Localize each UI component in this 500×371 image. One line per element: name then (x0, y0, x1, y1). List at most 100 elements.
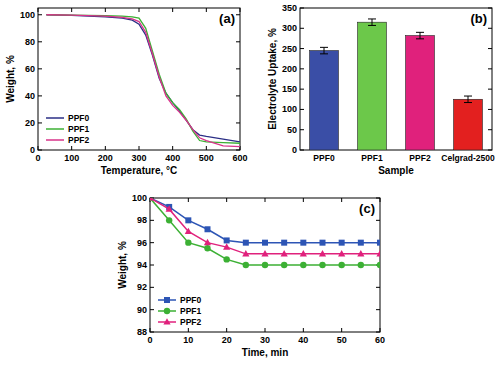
legend: PPF0PPF1PPF2 (46, 113, 90, 145)
y-tick (236, 41, 240, 42)
x-tick (172, 8, 173, 12)
x-tick (71, 8, 72, 12)
x-tick (303, 198, 304, 202)
marker (150, 198, 154, 201)
legend-marker (164, 297, 170, 303)
y-tick-label: 98 (137, 215, 147, 225)
plot-data (310, 19, 483, 150)
error-bar-cap (416, 38, 424, 39)
y-tick-label: 100 (20, 10, 35, 20)
x-tick-label: 400 (165, 153, 180, 163)
marker (358, 240, 364, 246)
marker (319, 262, 325, 268)
x-tick (265, 328, 266, 332)
x-tick (341, 328, 342, 332)
y-tick-label: 94 (137, 260, 147, 270)
y-tick-label: 0 (30, 145, 35, 155)
y-tick (376, 287, 380, 288)
y-tick (488, 109, 492, 110)
bar (406, 36, 435, 150)
x-tick-label: 500 (199, 153, 214, 163)
error-bar-cap (464, 102, 472, 103)
y-tick (150, 287, 154, 288)
marker (281, 240, 287, 246)
x-tick (71, 146, 72, 150)
marker (243, 240, 249, 246)
y-tick (236, 68, 240, 69)
marker (319, 250, 326, 256)
y-tick (300, 109, 304, 110)
x-axis-label: Sample (378, 165, 414, 176)
y-tick-label: 40 (25, 91, 35, 101)
marker (243, 262, 249, 268)
y-tick (300, 150, 304, 151)
marker (300, 250, 307, 256)
x-tick-label: 100 (64, 153, 79, 163)
y-tick-label: 50 (287, 125, 297, 135)
x-tick (226, 328, 227, 332)
y-tick (236, 95, 240, 96)
y-tick (488, 8, 492, 9)
bar (310, 51, 339, 150)
y-tick (488, 150, 492, 151)
x-axis-label: Time, min (242, 347, 289, 358)
y-tick (488, 28, 492, 29)
error-bar (368, 19, 376, 25)
x-tick-label: 30 (260, 335, 270, 345)
y-tick (300, 8, 304, 9)
y-tick-label: 96 (137, 238, 147, 248)
y-tick (488, 129, 492, 130)
plot-data (46, 15, 240, 147)
x-tick (172, 146, 173, 150)
x-tick-label: 20 (222, 335, 232, 345)
x-tick-label: 300 (131, 153, 146, 163)
bar (454, 99, 483, 150)
x-tick-label: 40 (298, 335, 308, 345)
marker (339, 240, 345, 246)
y-tick (488, 48, 492, 49)
y-tick-label: 20 (25, 118, 35, 128)
y-tick (38, 41, 42, 42)
x-tick (206, 146, 207, 150)
marker (261, 250, 268, 256)
panel-label: (b) (470, 11, 487, 26)
x-tick (105, 8, 106, 12)
marker (320, 240, 326, 246)
legend: PPF0PPF1PPF2 (158, 295, 202, 327)
x-axis-label: Temperature, °C (101, 165, 178, 176)
marker (185, 217, 191, 223)
y-tick (150, 309, 154, 310)
y-tick (376, 332, 380, 333)
y-tick (376, 309, 380, 310)
y-axis-label: Weight, % (5, 55, 16, 103)
marker (338, 262, 344, 268)
y-tick-label: 92 (137, 282, 147, 292)
y-tick (300, 28, 304, 29)
error-bar-cap (464, 96, 472, 97)
marker (377, 262, 380, 268)
error-bar-cap (368, 18, 376, 19)
y-tick (38, 122, 42, 123)
plot-frame (150, 198, 380, 332)
marker (300, 240, 306, 246)
error-bar-cap (368, 25, 376, 26)
error-bar-cap (320, 47, 328, 48)
marker (185, 239, 191, 245)
y-tick-label: 100 (282, 104, 297, 114)
marker (262, 240, 268, 246)
y-axis-label: Electrolyte Uptake, % (267, 28, 278, 130)
error-bar-cap (416, 32, 424, 33)
error-bar (320, 47, 328, 53)
y-tick (150, 265, 154, 266)
y-tick-label: 300 (282, 23, 297, 33)
x-tick (139, 8, 140, 12)
marker (166, 217, 172, 223)
y-tick (236, 14, 240, 15)
panel-label: (c) (359, 201, 375, 216)
y-tick (150, 242, 154, 243)
y-tick (150, 220, 154, 221)
error-bar-stem (372, 19, 373, 25)
y-tick (300, 89, 304, 90)
y-tick (488, 89, 492, 90)
y-tick (236, 150, 240, 151)
